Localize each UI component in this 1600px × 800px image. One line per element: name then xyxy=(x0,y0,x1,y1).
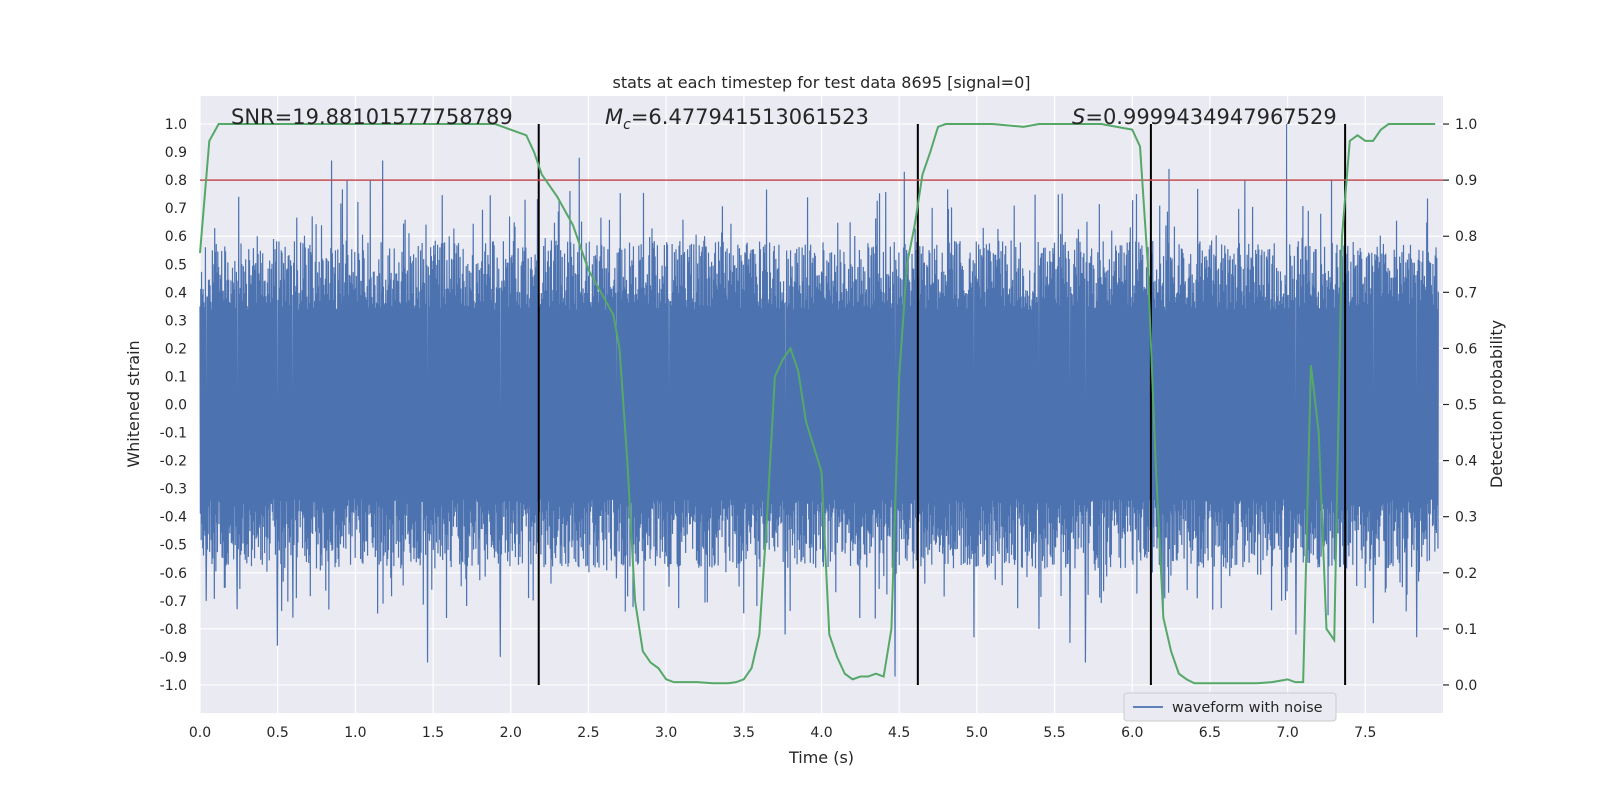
y-tick-label: 1.0 xyxy=(165,117,187,133)
y-tick-label: -0.6 xyxy=(160,566,187,582)
score-value: =0.9999434947967529 xyxy=(1085,105,1336,129)
y-tick-label: -0.4 xyxy=(160,510,187,526)
legend: waveform with noise xyxy=(1123,692,1337,722)
y2-tick-label: 0.0 xyxy=(1455,678,1477,694)
x-tick-label: 5.0 xyxy=(966,725,988,741)
y-axis-label: Whitened strain xyxy=(124,340,143,467)
y-tick-label: -0.8 xyxy=(160,622,187,638)
y-tick-label: -0.1 xyxy=(160,426,187,442)
chirp-mass-symbol: M xyxy=(605,105,623,129)
x-tick-label: 7.0 xyxy=(1276,725,1298,741)
y2-tick-label: 0.9 xyxy=(1455,173,1477,189)
y2-tick-label: 1.0 xyxy=(1455,117,1477,133)
probability-series xyxy=(199,123,1436,685)
score-symbol: S xyxy=(1072,105,1085,129)
x-tick-label: 2.5 xyxy=(577,725,599,741)
y-axis-left: 1.0 0.9 0.8 0.7 0.6 0.5 0.4 0.3 0.2 0.1 0.0 -0.1 -0.… xyxy=(160,117,187,694)
y-axis-right: 1.0 0.9 0.8 0.7 0.6 0.5 0.4 0.3 0.2 0.1 0.0 xyxy=(1443,117,1477,694)
y-tick-label: -0.5 xyxy=(160,538,187,554)
y-tick-label: 0.8 xyxy=(165,173,187,189)
probability-line xyxy=(199,123,1436,685)
chart-title: stats at each timestep for test data 869… xyxy=(612,73,1030,92)
x-tick-label: 1.0 xyxy=(344,725,366,741)
y2-tick-label: 0.3 xyxy=(1455,510,1477,526)
chirp-mass-value: =6.477941513061523 xyxy=(631,105,869,129)
x-tick-label: 5.5 xyxy=(1043,725,1065,741)
chirp-mass-subscript: c xyxy=(623,117,631,133)
y2-tick-label: 0.1 xyxy=(1455,622,1477,638)
y2-tick-label: 0.7 xyxy=(1455,285,1477,301)
y-tick-label: -1.0 xyxy=(160,678,187,694)
x-tick-label: 2.0 xyxy=(500,725,522,741)
y-tick-label: 0.4 xyxy=(165,285,187,301)
x-tick-label: 3.0 xyxy=(655,725,677,741)
y2-tick-label: 0.8 xyxy=(1455,229,1477,245)
x-tick-label: 7.5 xyxy=(1354,725,1376,741)
y-tick-label: 0.3 xyxy=(165,313,187,329)
y-tick-label: 0.1 xyxy=(165,369,187,385)
x-tick-label: 4.5 xyxy=(888,725,910,741)
x-tick-label: 6.0 xyxy=(1121,725,1143,741)
x-tick-label: 3.5 xyxy=(733,725,755,741)
y-tick-label: 0.9 xyxy=(165,145,187,161)
x-axis-label: Time (s) xyxy=(788,748,854,767)
strain-trace xyxy=(199,124,1439,677)
x-axis: 0.0 0.5 1.0 1.5 2.0 2.5 3.0 3.5 4.0 4.5 5.0 5.5 6.0 6… xyxy=(189,725,1377,741)
y-tick-label: 0.2 xyxy=(165,341,187,357)
y-tick-label: 0.6 xyxy=(165,229,187,245)
x-tick-label: 4.0 xyxy=(810,725,832,741)
snr-annotation: SNR=19.88101577758789 xyxy=(231,105,513,129)
legend-box xyxy=(1123,692,1337,722)
y-tick-label: -0.7 xyxy=(160,594,187,610)
y2-tick-label: 0.5 xyxy=(1455,398,1477,414)
x-tick-label: 1.5 xyxy=(422,725,444,741)
vertical-markers xyxy=(537,124,1347,685)
x-tick-label: 0.0 xyxy=(189,725,211,741)
y-tick-label: 0.7 xyxy=(165,201,187,217)
score-annotation: S=0.9999434947967529 xyxy=(1072,105,1337,129)
y-tick-label: 0.5 xyxy=(165,257,187,273)
chirp-mass-annotation: Mc=6.477941513061523 xyxy=(605,105,869,133)
y-tick-label: 0.0 xyxy=(165,398,187,414)
y-tick-label: -0.9 xyxy=(160,650,187,666)
x-tick-label: 6.5 xyxy=(1199,725,1221,741)
y2-tick-label: 0.4 xyxy=(1455,454,1477,470)
y2-tick-label: 0.6 xyxy=(1455,341,1477,357)
y2-tick-label: 0.2 xyxy=(1455,566,1477,582)
y-tick-label: -0.2 xyxy=(160,454,187,470)
y2-axis-label: Detection probability xyxy=(1487,320,1506,488)
legend-label-waveform: waveform with noise xyxy=(1172,700,1323,716)
y-tick-label: -0.3 xyxy=(160,482,187,498)
x-tick-label: 0.5 xyxy=(267,725,289,741)
strain-series xyxy=(199,124,1439,677)
